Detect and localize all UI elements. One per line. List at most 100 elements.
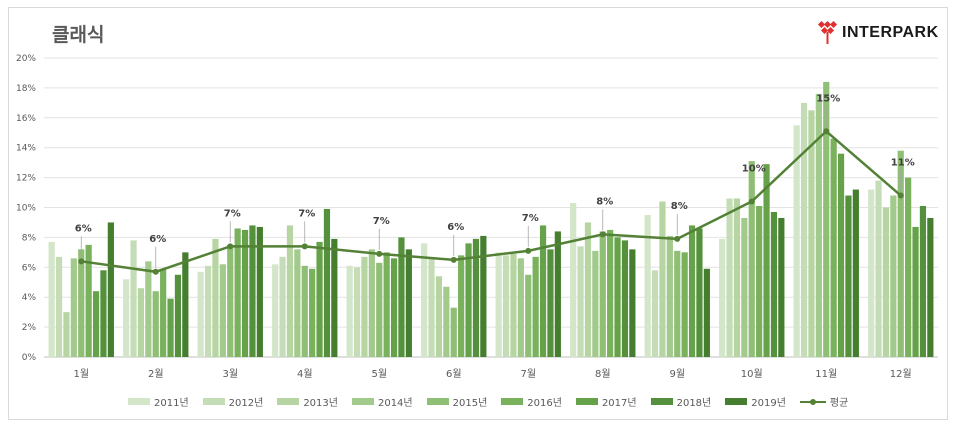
chart-title: 클래식 [52, 24, 105, 46]
bar [472, 238, 480, 357]
y-tick-label: 8% [22, 233, 37, 243]
bar [480, 235, 487, 357]
bar [748, 161, 755, 357]
bar [197, 271, 204, 357]
bar [272, 264, 279, 357]
bar [770, 211, 778, 357]
bar [55, 256, 63, 357]
legend-label: 2015년 [452, 398, 488, 409]
y-tick-label: 6% [22, 263, 37, 273]
x-axis-categories: 1월 2월 3월 4월 5월 6월 7월 8월 9월 10월 11월 12월 [73, 368, 911, 380]
average-data-labels: 6% 6% 7% 7% 7% 6% 7% 8% 8% 10% 15% 11% [75, 93, 915, 268]
bar [48, 241, 55, 357]
legend-item: 2014년 [351, 394, 413, 409]
average-point [823, 128, 830, 135]
legend-item-average: 평균 [799, 394, 848, 409]
bar [890, 195, 897, 357]
x-category-label: 3월 [222, 368, 238, 380]
bar [465, 243, 472, 357]
legend-swatch [575, 398, 598, 405]
bar [130, 240, 137, 357]
bar [361, 256, 368, 357]
x-category-label: 12월 [890, 368, 912, 380]
bar [160, 268, 167, 357]
legend-swatch [501, 398, 524, 405]
bar [376, 262, 383, 357]
y-tick-label: 2% [22, 323, 37, 333]
legend-label: 2012년 [228, 398, 264, 409]
legend-item: 2017년 [575, 394, 637, 409]
bar [256, 226, 263, 357]
bar [219, 264, 226, 357]
average-data-label: 7% [522, 213, 539, 224]
average-point [450, 256, 457, 263]
bar [234, 228, 241, 357]
bar [167, 298, 174, 357]
x-category-label: 5월 [371, 368, 387, 380]
average-series-line [81, 129, 902, 274]
bar [421, 243, 428, 357]
average-data-label: 7% [373, 216, 390, 227]
x-category-label: 6월 [446, 368, 462, 380]
bar [405, 249, 412, 357]
bar [383, 252, 390, 357]
x-category-label: 7월 [520, 368, 536, 380]
bar [919, 206, 927, 357]
bar [674, 250, 681, 357]
legend-item: 2016년 [501, 394, 562, 409]
bar [368, 249, 375, 357]
y-tick-label: 10% [16, 204, 36, 214]
bar [316, 241, 323, 357]
average-data-label: 6% [149, 234, 166, 245]
legend-item: 2019년 [725, 394, 786, 409]
legend-swatch [351, 398, 374, 405]
bar [621, 240, 629, 357]
bar [346, 265, 353, 357]
bar [301, 265, 308, 357]
y-tick-label: 4% [22, 293, 37, 303]
average-data-label: 15% [816, 93, 840, 104]
bar [331, 238, 338, 357]
bar [741, 217, 748, 357]
legend-swatch [426, 398, 449, 405]
y-tick-label: 14% [16, 144, 36, 154]
bar [85, 244, 92, 357]
x-category-label: 9월 [669, 368, 685, 380]
bar [852, 189, 859, 357]
average-data-label: 6% [75, 223, 92, 234]
bar [830, 138, 837, 357]
bar [279, 256, 286, 357]
bar [294, 249, 301, 357]
bar [517, 258, 524, 357]
bar [450, 307, 457, 357]
bar [107, 222, 114, 357]
bar [897, 150, 904, 357]
bar [495, 252, 502, 357]
bar [800, 102, 808, 357]
bar [353, 267, 361, 357]
bar [123, 279, 130, 357]
bar [227, 244, 234, 357]
average-point [301, 243, 308, 250]
bar [204, 265, 212, 357]
bar [137, 288, 145, 357]
bar [681, 252, 688, 357]
bar [241, 229, 249, 357]
x-category-label: 2월 [148, 368, 164, 380]
gridlines [44, 57, 938, 358]
bar [763, 164, 770, 357]
average-point [376, 250, 383, 257]
x-category-label: 1월 [73, 368, 89, 380]
legend-label: 2013년 [303, 398, 338, 409]
legend-swatch [725, 398, 748, 405]
bar [323, 208, 331, 357]
bar [63, 312, 70, 357]
average-point [599, 231, 606, 238]
bar [570, 203, 577, 357]
bar [912, 226, 919, 357]
average-data-label: 10% [742, 164, 766, 175]
legend-label: 2017년 [601, 398, 637, 409]
bar [793, 125, 800, 358]
bar [390, 258, 398, 357]
